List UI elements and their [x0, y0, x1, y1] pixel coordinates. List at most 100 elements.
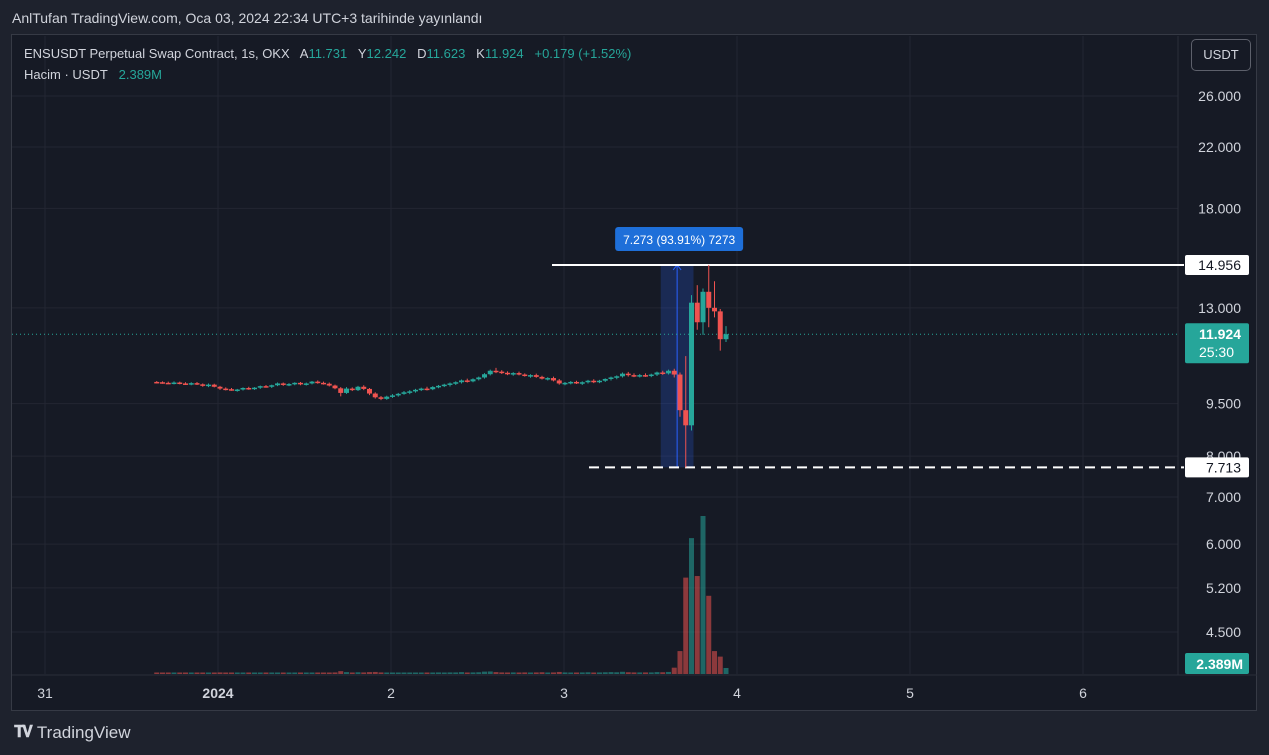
volume-bar: [510, 672, 516, 674]
volume-bar: [372, 671, 378, 674]
candle: [522, 373, 528, 377]
y-tick-label: 22.000: [1198, 139, 1241, 155]
candle: [493, 367, 499, 374]
candle: [407, 390, 413, 395]
candle: [648, 373, 654, 378]
volume-bar: [418, 672, 424, 674]
volume-bar: [522, 672, 528, 674]
y-tick-label: 13.000: [1198, 300, 1241, 316]
candle-body: [349, 388, 355, 391]
candle: [194, 381, 200, 385]
candle-body: [269, 385, 275, 387]
volume-label[interactable]: Hacim · USDT: [24, 67, 108, 82]
candle: [188, 382, 194, 386]
symbol-title[interactable]: ENSUSDT Perpetual Swap Contract, 1s, OKX: [24, 46, 290, 61]
candle-body: [257, 386, 263, 388]
candle: [211, 383, 217, 388]
candle-body: [436, 385, 441, 388]
candle: [315, 380, 321, 384]
volume-bar: [671, 667, 677, 674]
volume-bar: [631, 672, 637, 674]
candle-body: [206, 384, 211, 387]
volume-bar: [436, 672, 441, 674]
volume-bar: [556, 671, 562, 674]
candle: [694, 285, 700, 330]
candle: [459, 379, 464, 384]
volume-bar: [229, 672, 234, 674]
candle-body: [194, 383, 200, 385]
candle-body: [654, 372, 660, 375]
volume-bar: [177, 672, 183, 674]
candle: [177, 381, 183, 385]
candle-body: [700, 291, 706, 323]
candle-body: [597, 380, 602, 383]
volume-bar: [597, 672, 602, 674]
volume-bar: [200, 672, 206, 674]
candle-body: [602, 378, 608, 381]
candle-body: [372, 393, 378, 398]
volume-bar: [516, 672, 522, 674]
volume-bar: [165, 672, 171, 674]
candle: [723, 326, 729, 343]
volume-bar: [694, 576, 700, 674]
candle: [441, 383, 447, 388]
candle: [677, 372, 683, 417]
last-price-text: 11.924: [1199, 326, 1241, 342]
candle-body: [505, 372, 510, 375]
candle: [401, 391, 407, 395]
volume-bar: [568, 672, 574, 674]
candle: [528, 374, 533, 378]
volume-bar: [154, 672, 160, 674]
volume-bar: [246, 672, 252, 674]
currency-unit-button[interactable]: USDT: [1191, 39, 1251, 71]
x-tick-label: 3: [560, 685, 568, 701]
candle: [660, 370, 666, 375]
candle-body: [723, 334, 729, 340]
y-tick-label: 7.000: [1206, 489, 1241, 505]
candle-body: [165, 382, 171, 385]
candle: [355, 385, 361, 392]
tradingview-logo[interactable]: 𝐓𝐕 TradingView: [14, 723, 130, 743]
candle-body: [539, 376, 545, 379]
low-label: D: [417, 46, 427, 61]
candle: [269, 384, 275, 388]
candle-body: [413, 389, 418, 392]
candle-body: [321, 382, 326, 385]
candle-body: [717, 311, 723, 340]
candle-body: [671, 370, 677, 375]
candle: [476, 376, 482, 381]
candle-body: [510, 373, 516, 375]
candle-body: [401, 392, 407, 394]
candle: [395, 392, 401, 397]
candle-body: [620, 373, 625, 377]
volume-bar: [539, 672, 545, 674]
candle-body: [585, 380, 591, 383]
candle: [418, 387, 424, 392]
candle: [263, 384, 269, 388]
legend-ohlc-row: ENSUSDT Perpetual Swap Contract, 1s, OKX…: [24, 45, 631, 66]
volume-bar: [533, 672, 539, 674]
candle-body: [390, 395, 395, 397]
candle-body: [338, 388, 344, 393]
volume-bar: [355, 672, 361, 674]
volume-bar: [430, 672, 436, 674]
volume-bar: [459, 672, 464, 674]
candle-body: [579, 382, 585, 384]
tradingview-logo-icon: 𝐓𝐕: [14, 724, 33, 741]
candle: [700, 288, 706, 335]
volume-bar: [413, 672, 418, 674]
candle: [539, 375, 545, 380]
candle: [579, 381, 585, 385]
candle: [344, 387, 349, 394]
candle: [217, 385, 223, 390]
volume-bar: [303, 672, 309, 674]
volume-bar: [171, 672, 177, 674]
volume-bar: [378, 672, 384, 674]
volume-bar: [269, 672, 275, 674]
open-label: A: [299, 46, 309, 61]
candle-body: [430, 387, 436, 390]
candle: [683, 356, 689, 468]
candle-body: [568, 381, 574, 384]
volume-bar: [338, 671, 344, 674]
